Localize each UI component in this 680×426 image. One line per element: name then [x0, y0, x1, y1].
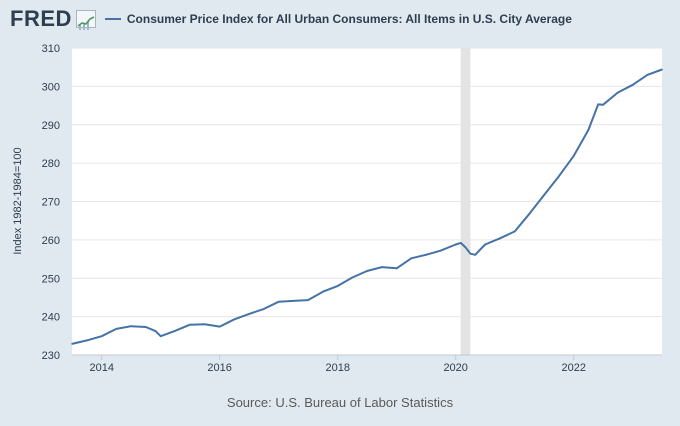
x-tick-label: 2014 — [89, 362, 113, 374]
legend-line-swatch — [104, 18, 121, 20]
data-point — [474, 254, 477, 256]
data-point — [543, 194, 545, 196]
data-point — [366, 270, 368, 272]
data-point — [154, 330, 157, 333]
data-point — [572, 155, 575, 157]
y-tick-label: 240 — [42, 312, 60, 324]
data-point — [646, 74, 649, 76]
graph-header: FRED Consumer Price Index for All Urban … — [10, 6, 572, 32]
data-point — [381, 266, 383, 268]
data-point — [203, 323, 206, 326]
fred-logo-text: FRED — [10, 6, 72, 31]
data-point — [631, 84, 634, 86]
x-tick-label: 2016 — [207, 362, 231, 374]
legend-series-title: Consumer Price Index for All Urban Consu… — [126, 12, 572, 26]
data-point — [100, 335, 103, 337]
y-tick-label: 310 — [42, 43, 60, 55]
data-point — [440, 249, 442, 252]
data-point — [661, 68, 663, 71]
data-point — [454, 243, 457, 246]
y-tick-label: 280 — [42, 158, 60, 170]
data-point — [587, 129, 590, 131]
data-point — [218, 325, 221, 328]
data-point — [115, 328, 118, 330]
x-tick-label: 2018 — [326, 362, 350, 374]
data-point — [558, 175, 560, 177]
y-tick-label: 250 — [42, 273, 60, 285]
y-tick-label: 260 — [42, 235, 60, 247]
fred-logo[interactable]: FRED — [10, 6, 96, 32]
recession-shade — [460, 48, 471, 355]
data-point — [410, 257, 413, 260]
data-point — [464, 246, 467, 248]
data-point — [469, 252, 472, 255]
fred-chart-icon-glyph — [77, 16, 95, 30]
fred-chart-icon — [75, 10, 96, 30]
legend-item[interactable]: Consumer Price Index for All Urban Consu… — [104, 12, 572, 26]
series-line — [71, 68, 663, 345]
data-point — [597, 103, 599, 106]
data-point — [292, 300, 295, 302]
data-point — [130, 325, 132, 328]
data-point — [351, 276, 354, 279]
y-tick-label: 300 — [42, 81, 60, 93]
source-note: Source: U.S. Bureau of Labor Statistics — [226, 395, 454, 410]
data-point — [174, 330, 177, 332]
data-point — [499, 237, 501, 240]
y-tick-label: 230 — [42, 350, 60, 362]
data-point — [233, 318, 236, 321]
y-axis-title: Index 1982-1984=100 — [12, 147, 24, 255]
data-point — [189, 323, 191, 326]
data-point — [145, 326, 147, 328]
data-point — [71, 343, 73, 345]
data-point — [528, 212, 531, 215]
y-tick-label: 290 — [42, 120, 60, 132]
data-point — [395, 267, 398, 270]
data-point — [425, 254, 427, 256]
x-tick-label: 2022 — [562, 362, 586, 374]
data-point — [514, 230, 516, 233]
data-point — [322, 290, 324, 293]
data-point — [484, 243, 486, 246]
data-point — [248, 313, 250, 315]
data-point — [307, 299, 309, 301]
data-point — [277, 300, 280, 303]
data-point — [459, 242, 462, 244]
data-point — [263, 308, 265, 310]
data-point — [602, 103, 604, 106]
x-tick-label: 2020 — [443, 362, 467, 374]
data-point — [159, 335, 162, 337]
data-point — [617, 91, 619, 94]
y-tick-label: 270 — [42, 197, 60, 209]
data-point — [336, 285, 339, 287]
data-point — [86, 339, 88, 342]
